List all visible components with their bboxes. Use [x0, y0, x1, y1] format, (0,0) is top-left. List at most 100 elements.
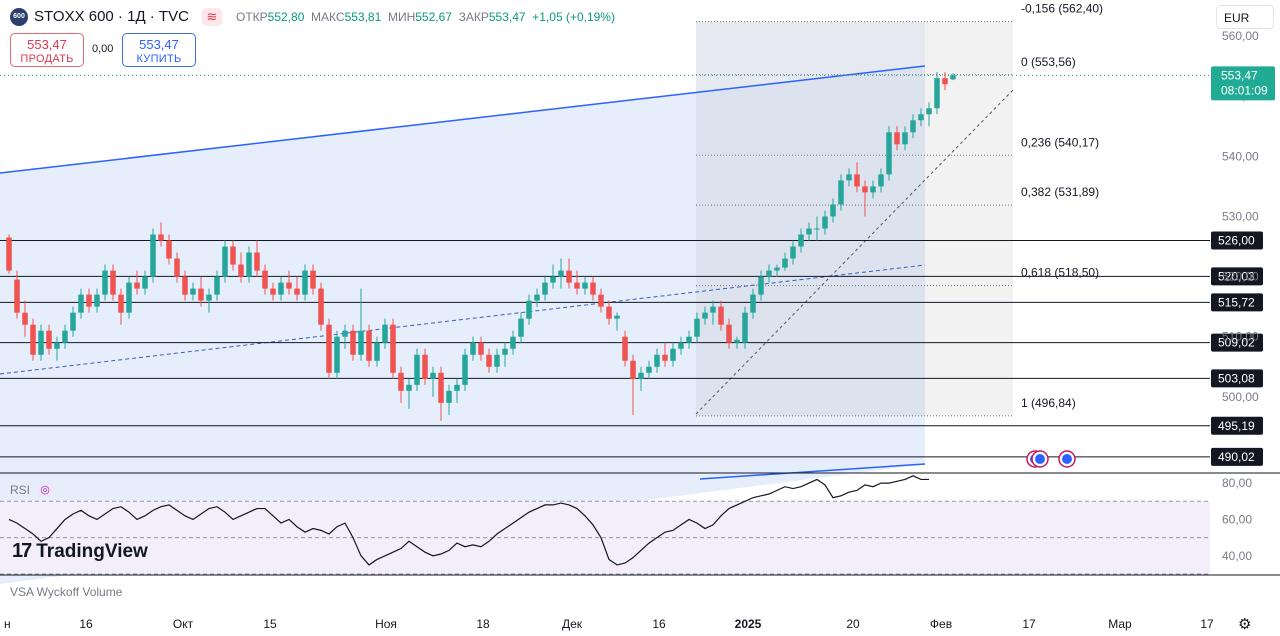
candle-116: [934, 72, 940, 115]
candle-104: [838, 174, 844, 211]
candle-body-83: [670, 348, 676, 361]
candle-body-46: [374, 342, 380, 361]
candle-body-103: [830, 204, 836, 217]
vsa-pane-label[interactable]: VSA Wyckoff Volume: [10, 585, 123, 599]
buy-button[interactable]: 553,47 КУПИТЬ: [122, 33, 196, 67]
change-value: +1,05 (+0,19%): [532, 10, 615, 24]
rsi-axis-tick-2: 80,00: [1222, 476, 1252, 490]
candle-83: [670, 342, 676, 367]
candle-body-112: [902, 132, 908, 145]
rsi-axis-tick-0: 40,00: [1222, 549, 1252, 563]
candle-body-87: [702, 312, 708, 319]
candle-body-97: [782, 258, 788, 268]
candle-body-101: [814, 228, 820, 230]
candle-body-68: [550, 276, 556, 283]
candle-25: [206, 288, 212, 313]
sell-button[interactable]: 553,47 ПРОДАТЬ: [10, 33, 84, 67]
candle-105: [846, 168, 852, 187]
candle-97: [782, 252, 788, 271]
candle-body-60: [486, 354, 492, 367]
candle-body-70: [566, 270, 572, 283]
channel-fill: [0, 66, 925, 584]
candle-body-117: [942, 78, 948, 85]
candle-body-31: [254, 252, 260, 271]
countdown-label: 08:01:09: [1221, 83, 1268, 97]
buy-price: 553,47: [139, 37, 179, 52]
candle-14: [118, 288, 124, 325]
candle-91: [734, 336, 740, 349]
x-axis-label-9: 20: [846, 617, 860, 631]
candle-body-23: [190, 288, 196, 295]
candle-33: [270, 282, 276, 301]
candle-73: [590, 276, 596, 301]
candle-24: [198, 276, 204, 307]
candle-88: [710, 300, 716, 325]
tradingview-logo[interactable]: 17 TradingView: [12, 540, 148, 563]
rsi-pane-label[interactable]: RSI: [10, 483, 31, 497]
settings-gear-icon[interactable]: ⚙: [1238, 616, 1252, 633]
candle-body-41: [334, 336, 340, 373]
current-price-badge: [1211, 66, 1275, 101]
candle-71: [574, 270, 580, 295]
candle-body-80: [646, 366, 652, 373]
tv-logo-icon: 17: [12, 540, 32, 562]
candle-body-99: [798, 234, 804, 247]
candle-117: [942, 72, 948, 91]
candle-body-9: [78, 294, 84, 313]
candle-body-49: [398, 372, 404, 391]
candle-body-110: [886, 132, 892, 175]
candle-body-0: [6, 237, 12, 271]
tv-logo-text: TradingView: [36, 540, 148, 562]
candle-body-88: [710, 306, 716, 313]
candle-102: [822, 210, 828, 235]
candle-11: [94, 288, 100, 313]
candle-19: [158, 222, 164, 247]
candle-5: [46, 324, 52, 355]
symbol-name[interactable]: STOXX 600 · 1Д · TVC: [34, 8, 189, 25]
candle-78: [630, 354, 636, 415]
level-badge-label-1: 520,03: [1218, 269, 1255, 283]
low-label: МИН: [387, 10, 416, 24]
price-axis-tick-4: 540,00: [1222, 149, 1259, 163]
candle-36: [294, 276, 300, 301]
candle-body-57: [462, 354, 468, 385]
price-axis-tick-2: 520,00: [1222, 270, 1259, 284]
candle-body-76: [614, 315, 620, 319]
candle-108: [870, 180, 876, 199]
candle-body-48: [390, 324, 396, 373]
candle-111: [894, 126, 900, 151]
candle-30: [246, 246, 252, 283]
candle-68: [550, 264, 556, 289]
candle-79: [638, 366, 644, 391]
level-badge-0: [1211, 231, 1263, 250]
candle-60: [486, 348, 492, 373]
level-badge-3: [1211, 333, 1263, 352]
candle-body-17: [142, 276, 148, 289]
candle-92: [742, 306, 748, 349]
candle-body-3: [30, 324, 36, 355]
candle-body-34: [278, 282, 284, 295]
candle-body-66: [534, 294, 540, 301]
rsi-settings-icon[interactable]: ◎: [37, 482, 53, 498]
fib-level-label-3: 0,382 (531,89): [1021, 185, 1099, 199]
candle-body-45: [366, 330, 372, 361]
candle-20: [166, 234, 172, 265]
candle-body-74: [598, 294, 604, 307]
x-axis-label-10: Фев: [930, 617, 952, 631]
candle-body-95: [766, 270, 772, 277]
candle-7: [62, 324, 68, 349]
currency-select[interactable]: EUR: [1216, 5, 1274, 29]
candle-59: [478, 336, 484, 361]
candle-body-86: [694, 318, 700, 337]
fib-level-label-1: 0 (553,56): [1021, 55, 1076, 69]
level-badge-5: [1211, 416, 1263, 435]
candle-34: [278, 276, 284, 301]
candle-0: [6, 234, 12, 274]
candle-35: [286, 270, 292, 295]
wave-icon[interactable]: ≋: [202, 8, 222, 26]
candle-body-109: [878, 174, 884, 187]
high-label: МАКС: [311, 10, 345, 24]
candle-body-82: [662, 354, 668, 361]
candle-body-14: [118, 294, 124, 313]
